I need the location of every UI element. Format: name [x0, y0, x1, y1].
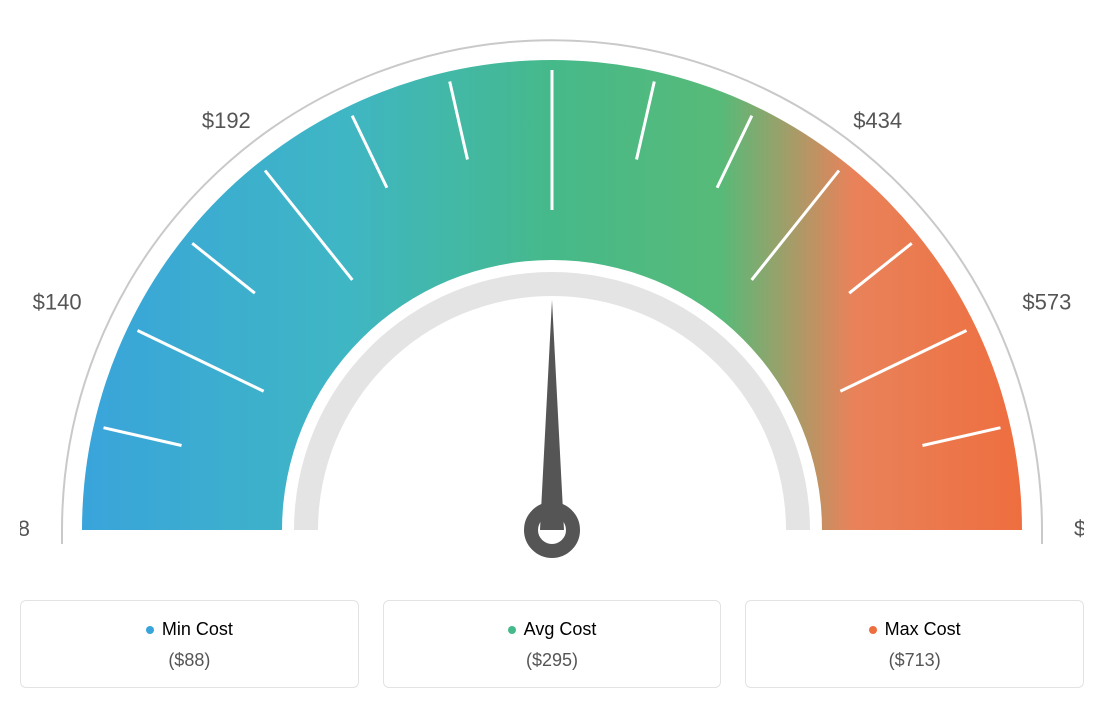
- legend-dot-max: [869, 626, 877, 634]
- legend-card-avg: Avg Cost ($295): [383, 600, 722, 688]
- svg-text:$573: $573: [1022, 290, 1071, 315]
- legend-value-max: ($713): [746, 650, 1083, 671]
- legend-row: Min Cost ($88) Avg Cost ($295) Max Cost …: [20, 600, 1084, 688]
- svg-text:$713: $713: [1074, 516, 1084, 541]
- legend-label-max-text: Max Cost: [885, 619, 961, 640]
- legend-label-max: Max Cost: [869, 619, 961, 640]
- legend-card-max: Max Cost ($713): [745, 600, 1084, 688]
- svg-text:$192: $192: [202, 108, 251, 133]
- legend-dot-min: [146, 626, 154, 634]
- svg-text:$88: $88: [20, 516, 30, 541]
- legend-dot-avg: [508, 626, 516, 634]
- cost-gauge-container: $88$140$192$295$434$573$713 Min Cost ($8…: [20, 20, 1084, 688]
- cost-gauge-chart: $88$140$192$295$434$573$713: [20, 20, 1084, 580]
- legend-label-min-text: Min Cost: [162, 619, 233, 640]
- legend-value-avg: ($295): [384, 650, 721, 671]
- gauge-wrap: $88$140$192$295$434$573$713: [20, 20, 1084, 580]
- svg-text:$434: $434: [853, 108, 902, 133]
- legend-label-avg-text: Avg Cost: [524, 619, 597, 640]
- svg-text:$140: $140: [33, 290, 82, 315]
- legend-label-min: Min Cost: [146, 619, 233, 640]
- legend-value-min: ($88): [21, 650, 358, 671]
- legend-label-avg: Avg Cost: [508, 619, 597, 640]
- legend-card-min: Min Cost ($88): [20, 600, 359, 688]
